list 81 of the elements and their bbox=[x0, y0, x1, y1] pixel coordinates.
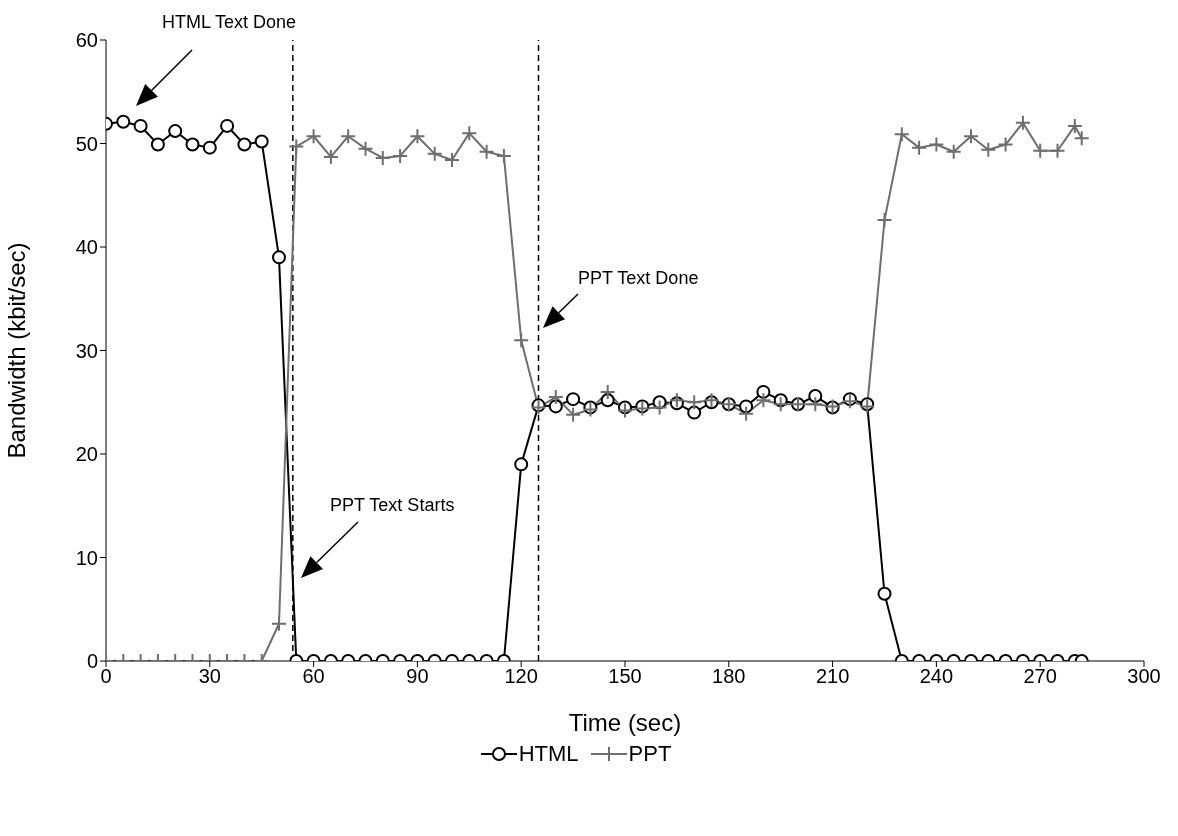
point bbox=[928, 136, 945, 153]
point bbox=[514, 457, 529, 472]
point bbox=[254, 134, 269, 149]
x-tick-label: 210 bbox=[815, 665, 850, 688]
y-tick-label: 40 bbox=[75, 236, 98, 259]
point bbox=[1066, 117, 1083, 134]
x-tick-label: 120 bbox=[504, 665, 538, 688]
point bbox=[133, 118, 148, 133]
point bbox=[997, 136, 1014, 153]
point bbox=[772, 396, 789, 413]
x-axis-title: Time (sec) bbox=[568, 709, 682, 736]
y-axis-title: Bandwidth (kbit/sec) bbox=[2, 242, 30, 459]
point bbox=[1073, 130, 1090, 147]
point bbox=[116, 114, 131, 129]
point bbox=[893, 126, 910, 143]
annotation: PPT Text Starts bbox=[330, 495, 455, 515]
x-tick-label: 60 bbox=[302, 665, 325, 688]
point bbox=[808, 389, 823, 404]
point bbox=[963, 128, 979, 145]
point bbox=[409, 128, 426, 145]
y-tick-label: 10 bbox=[75, 546, 98, 569]
x-tick-label: 150 bbox=[608, 665, 642, 688]
point bbox=[980, 141, 997, 158]
point bbox=[617, 402, 633, 419]
point bbox=[357, 140, 374, 157]
point bbox=[495, 147, 512, 164]
point bbox=[566, 392, 581, 407]
point bbox=[1032, 142, 1049, 159]
point bbox=[374, 149, 391, 166]
point bbox=[392, 147, 409, 164]
point bbox=[1014, 114, 1031, 131]
point bbox=[288, 138, 305, 155]
point bbox=[150, 137, 165, 152]
point bbox=[945, 143, 962, 160]
point bbox=[478, 143, 495, 160]
point bbox=[600, 393, 615, 408]
point bbox=[756, 384, 771, 399]
point bbox=[305, 128, 322, 145]
point bbox=[1049, 142, 1066, 159]
point bbox=[668, 392, 685, 409]
point bbox=[220, 118, 235, 133]
point bbox=[185, 137, 200, 152]
point bbox=[755, 392, 772, 409]
x-tick-label: 0 bbox=[100, 665, 112, 688]
point bbox=[911, 139, 928, 156]
x-tick-label: 240 bbox=[919, 665, 954, 688]
point bbox=[686, 394, 703, 411]
x-tick-label: 30 bbox=[198, 665, 221, 688]
x-tick-label: 90 bbox=[406, 665, 429, 688]
legend-label: HTML bbox=[518, 741, 579, 767]
y-tick-label: 50 bbox=[75, 132, 98, 155]
point bbox=[548, 399, 563, 414]
point bbox=[461, 125, 478, 142]
point bbox=[340, 128, 357, 145]
point bbox=[547, 389, 564, 406]
y-tick-label: 0 bbox=[86, 650, 98, 673]
text: HTML Text Done bbox=[162, 12, 297, 32]
point bbox=[739, 399, 754, 414]
point bbox=[565, 406, 582, 423]
point bbox=[599, 383, 616, 400]
point bbox=[876, 212, 893, 229]
point bbox=[426, 145, 443, 162]
point bbox=[687, 405, 702, 420]
legend-label: PPT bbox=[628, 741, 672, 767]
y-tick-label: 30 bbox=[75, 339, 98, 362]
point bbox=[168, 124, 183, 139]
x-tick-label: 180 bbox=[712, 665, 746, 688]
annotation: PPT Text Done bbox=[578, 268, 699, 288]
point bbox=[513, 332, 530, 349]
point bbox=[202, 140, 217, 155]
point bbox=[237, 137, 252, 152]
x-tick-label: 300 bbox=[1127, 665, 1161, 688]
point bbox=[444, 152, 460, 169]
point bbox=[272, 250, 286, 265]
y-tick-label: 20 bbox=[75, 443, 98, 466]
y-tick-label: 60 bbox=[75, 29, 98, 52]
point bbox=[651, 399, 668, 416]
x-tick-label: 270 bbox=[1023, 665, 1057, 688]
point bbox=[322, 148, 339, 165]
point bbox=[738, 405, 755, 422]
point bbox=[807, 396, 824, 413]
